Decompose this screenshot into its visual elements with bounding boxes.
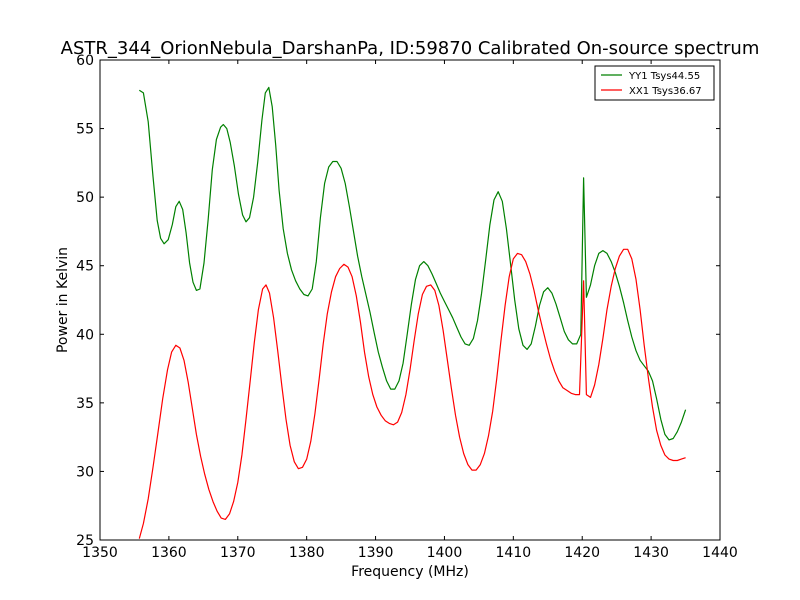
plot-area xyxy=(100,60,720,540)
x-tick-label: 1350 xyxy=(82,545,118,561)
x-tick-label: 1430 xyxy=(633,545,669,561)
x-tick-label: 1420 xyxy=(564,545,600,561)
y-tick-label: 55 xyxy=(76,122,94,138)
legend: YY1 Tsys44.55 XX1 Tsys36.67 xyxy=(594,65,715,101)
x-tick-label: 1400 xyxy=(427,545,463,561)
y-axis-label: Power in Kelvin xyxy=(55,247,71,353)
x-tick-label: 1380 xyxy=(289,545,325,561)
plot-frame xyxy=(99,59,721,541)
x-tick-label: 1360 xyxy=(151,545,187,561)
x-tick-label: 1370 xyxy=(220,545,256,561)
y-tick-label: 25 xyxy=(76,533,94,549)
x-tick-label: 1390 xyxy=(358,545,394,561)
legend-label-yy1: YY1 Tsys44.55 xyxy=(628,71,700,82)
y-axis-ticks: 25 30 35 40 45 50 55 60 xyxy=(76,53,720,549)
y-tick-label: 30 xyxy=(76,464,94,480)
x-axis-ticks: 1350 1360 1370 1380 1390 1400 1410 1420 1430 1440 xyxy=(82,60,738,561)
y-tick-label: 40 xyxy=(76,327,94,343)
series-line-xx1 xyxy=(138,248,686,539)
chart-title: ASTR_344_OrionNebula_DarshanPa, ID:59870… xyxy=(61,38,760,59)
legend-box xyxy=(594,65,715,101)
x-tick-label: 1410 xyxy=(496,545,532,561)
x-axis-label: Frequency (MHz) xyxy=(351,564,469,580)
y-tick-label: 60 xyxy=(76,53,94,69)
series-layer xyxy=(138,86,687,539)
y-tick-label: 45 xyxy=(76,259,94,275)
y-tick-label: 35 xyxy=(76,396,94,412)
y-tick-label: 50 xyxy=(76,190,94,206)
legend-label-xx1: XX1 Tsys36.67 xyxy=(629,86,702,97)
series-line-yy1 xyxy=(138,86,687,441)
x-tick-label: 1440 xyxy=(702,545,738,561)
